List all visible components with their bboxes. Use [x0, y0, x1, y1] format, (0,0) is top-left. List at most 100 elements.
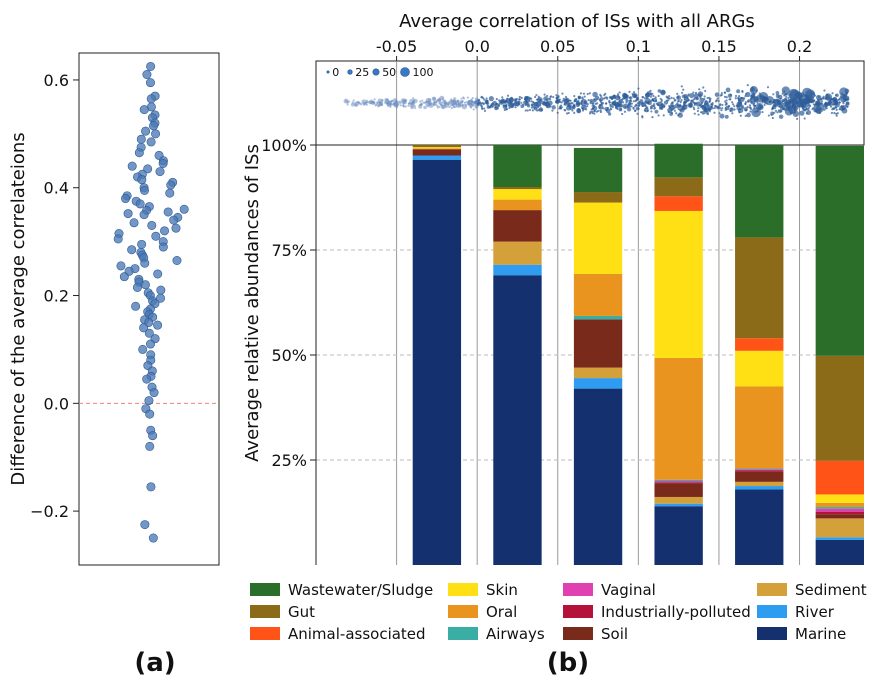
strip-point: [659, 97, 662, 100]
strip-point: [636, 112, 639, 115]
strip-point: [680, 105, 683, 108]
strip-point: [392, 98, 398, 103]
data-point: [146, 482, 156, 492]
strip-point: [807, 106, 810, 109]
strip-point: [753, 106, 756, 110]
strip-point: [756, 110, 759, 113]
strip-point: [770, 111, 775, 116]
bar-segment: [815, 508, 864, 512]
bar-segment: [573, 273, 623, 316]
strip-point: [697, 113, 700, 116]
bar-segment: [815, 507, 864, 509]
strip-point: [682, 103, 686, 106]
strip-point: [734, 94, 738, 98]
strip-point: [604, 106, 609, 111]
strip-point: [614, 99, 617, 103]
strip-point: [603, 93, 606, 97]
bar-segment: [654, 196, 703, 211]
strip-point: [672, 107, 675, 110]
strip-point: [483, 98, 486, 101]
y-tick-label: 100%: [261, 136, 307, 155]
strip-point: [636, 102, 639, 105]
strip-point: [352, 99, 355, 102]
strip-point: [526, 109, 529, 112]
strip-point: [724, 108, 727, 112]
strip-point: [545, 105, 548, 108]
strip-point: [759, 95, 763, 98]
strip-point: [693, 112, 696, 115]
strip-point: [412, 97, 415, 100]
strip-point: [573, 98, 578, 102]
x-tick-label: 0.2: [787, 37, 812, 56]
strip-point: [545, 98, 548, 101]
data-point: [145, 441, 155, 451]
data-point: [140, 520, 150, 530]
strip-point: [838, 98, 841, 101]
strip-point: [628, 100, 631, 103]
strip-point: [581, 96, 584, 99]
panel-b: Average correlation of ISs with all ARGs…: [242, 11, 867, 678]
strip-point: [438, 105, 441, 109]
strip-point: [413, 106, 417, 110]
strip-point: [419, 100, 422, 103]
strip-point: [714, 100, 718, 103]
bar-segment: [654, 479, 703, 481]
legend-swatch: [757, 627, 787, 640]
strip-point: [734, 97, 737, 100]
data-point: [139, 323, 149, 333]
strip-point: [676, 92, 679, 95]
legend-swatch: [448, 583, 478, 596]
data-point: [171, 223, 181, 233]
data-point: [158, 242, 168, 252]
strip-point: [520, 101, 523, 104]
strip-point: [427, 101, 433, 106]
strip-point: [483, 109, 487, 112]
strip-point: [567, 104, 570, 107]
data-point: [144, 396, 154, 406]
bar-segment: [735, 145, 784, 238]
bar-segment: [815, 355, 864, 461]
strip-point: [831, 92, 834, 95]
panel-b-title: Average correlation of ISs with all ARGs: [399, 11, 755, 32]
strip-point: [845, 101, 850, 105]
strip-point: [444, 104, 447, 107]
bar-segment: [815, 537, 864, 540]
strip-point: [623, 94, 629, 100]
strip-point: [592, 105, 598, 111]
strip-point: [725, 87, 731, 93]
strip-point: [471, 97, 474, 100]
strip-point: [733, 105, 736, 108]
strip-point: [505, 103, 508, 106]
strip-point: [845, 98, 848, 101]
strip-point: [541, 100, 546, 106]
strip-point: [605, 102, 608, 105]
data-point: [123, 209, 133, 219]
bar-segment: [735, 470, 784, 472]
strip-point: [583, 104, 586, 107]
strip-point: [742, 106, 745, 109]
strip-point: [766, 98, 769, 101]
strip-point: [532, 104, 536, 108]
strip-point: [824, 106, 827, 109]
strip-point: [791, 104, 794, 107]
strip-point: [721, 107, 724, 110]
strip-point: [573, 94, 576, 98]
strip-point: [559, 107, 562, 110]
strip-point: [677, 108, 680, 111]
strip-point: [714, 104, 717, 108]
strip-point: [766, 86, 770, 89]
x-tick-label: 0.05: [540, 37, 576, 56]
data-point: [142, 374, 152, 384]
strip-point: [452, 100, 458, 105]
legend-label: Airways: [486, 625, 545, 643]
strip-point: [817, 98, 820, 102]
strip-point: [643, 109, 646, 112]
legend-label: Marine: [795, 625, 846, 643]
strip-point: [703, 95, 706, 98]
strip-point: [622, 103, 629, 110]
strip-point: [841, 107, 848, 114]
x-tick-label: 0.15: [701, 37, 737, 56]
strip-point: [775, 99, 779, 102]
strip-point: [563, 98, 569, 105]
strip-point: [815, 101, 820, 107]
